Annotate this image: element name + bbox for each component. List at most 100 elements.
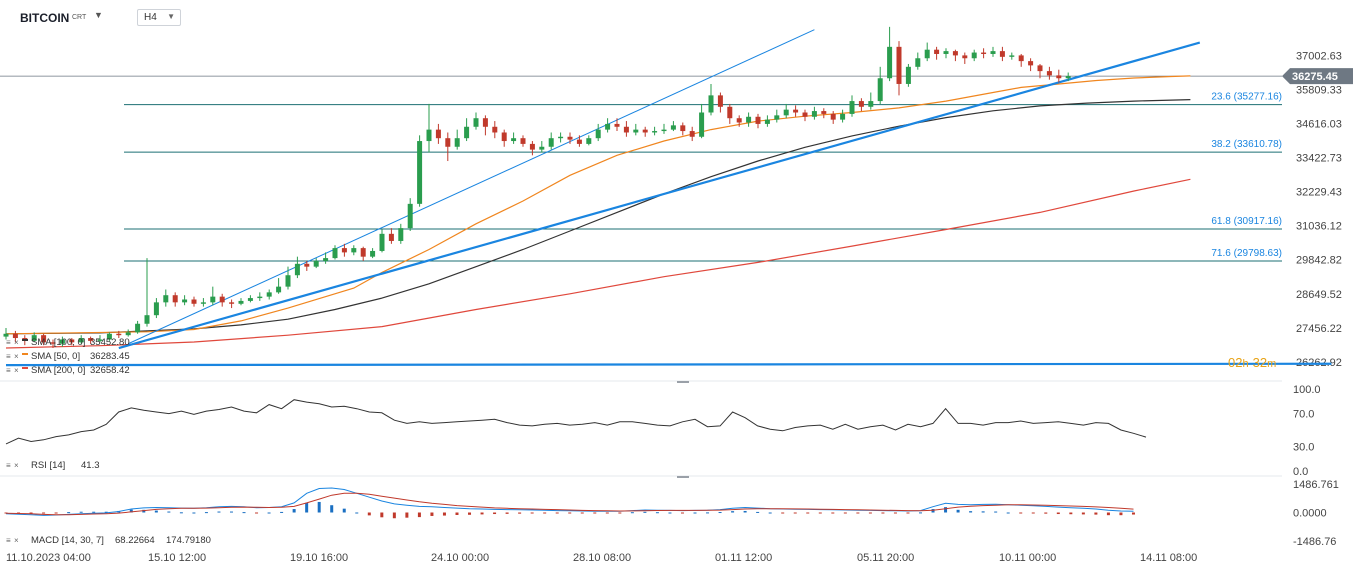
macd-histogram-bar (530, 512, 534, 514)
candle-body (905, 66, 911, 84)
macd-histogram-bar (906, 512, 910, 514)
candle-body (332, 248, 338, 259)
candle-body (360, 248, 366, 257)
candle-body (125, 332, 131, 336)
fib-label: 71.6 (29798.63) (1211, 248, 1282, 259)
candle-body (887, 46, 893, 79)
macd-histogram-bar (242, 512, 246, 514)
candle-body (670, 125, 676, 130)
macd-histogram-bar (593, 512, 597, 514)
macd-histogram-bar (931, 509, 935, 513)
candle-body (294, 263, 300, 276)
legend-swatch (22, 353, 28, 355)
x-axis-tick: 01.11 12:00 (715, 552, 772, 564)
candle-body (708, 95, 714, 113)
macd-histogram-bar (731, 511, 735, 513)
timeframe-value: H4 (144, 12, 157, 23)
fib-label: 61.8 (30917.16) (1211, 216, 1282, 227)
rsi-y-tick: 70.0 (1293, 409, 1314, 421)
candle-body (971, 52, 977, 59)
macd-histogram-bar (1106, 512, 1110, 516)
macd-histogram-bar (630, 512, 634, 514)
macd-histogram-bar (455, 512, 459, 515)
indicator-value: 36283.45 (90, 351, 130, 362)
timeframe-select[interactable]: H4 ▼ (137, 9, 181, 26)
candle-body (999, 51, 1005, 57)
macd-histogram-bar (380, 512, 384, 518)
candle-body (774, 115, 780, 120)
candle-body (191, 299, 197, 304)
candle-body (642, 129, 648, 133)
macd-histogram-bar (919, 512, 923, 514)
price-y-tick: 27456.22 (1296, 323, 1342, 335)
indicator-label: SMA [100, 0] (31, 337, 85, 348)
symbol-name[interactable]: BITCOIN (20, 11, 70, 25)
macd-histogram-bar (655, 512, 659, 514)
candle-body (482, 118, 488, 127)
candle-body (379, 233, 385, 251)
macd-histogram-bar (217, 511, 221, 513)
candle-body (276, 286, 282, 293)
x-axis-tick: 28.10 08:00 (573, 552, 631, 564)
candle-body (59, 339, 65, 344)
candle-body (783, 109, 789, 116)
macd-histogram-bar (142, 509, 146, 513)
indicator-label: SMA [200, 0] (31, 365, 85, 376)
candle-body (454, 138, 460, 147)
candle-body (407, 203, 413, 229)
candle-body (435, 129, 441, 139)
candle-body (811, 111, 817, 117)
close-icon: × (14, 366, 19, 375)
macd-histogram-bar (543, 512, 547, 514)
close-icon: × (14, 536, 19, 545)
candle-body (727, 106, 733, 119)
macd-histogram-bar (442, 512, 446, 516)
macd-histogram-bar (330, 505, 334, 513)
macd-histogram-bar (831, 512, 835, 514)
macd-histogram-bar (605, 512, 609, 514)
candle-body (69, 339, 75, 343)
macd-histogram-bar (518, 512, 522, 514)
macd-histogram-bar (693, 512, 697, 514)
candle-body (614, 123, 620, 127)
macd-histogram-bar (79, 511, 83, 513)
macd-histogram-bar (1131, 512, 1135, 515)
macd-histogram-bar (956, 509, 960, 513)
price-y-tick: 34616.03 (1296, 118, 1342, 130)
macd-histogram-bar (367, 512, 371, 516)
candle-body (238, 300, 244, 304)
chevron-down-icon: ▼ (167, 12, 175, 21)
chevron-down-icon[interactable]: ▼ (94, 10, 103, 20)
candle-body (501, 132, 507, 142)
macd-histogram-bar (1006, 512, 1010, 514)
macd-histogram-bar (192, 512, 196, 514)
rsi-line (5, 399, 1147, 445)
legend-swatch (22, 339, 28, 341)
macd-histogram-bar (229, 511, 233, 513)
price-y-tick: 28649.52 (1296, 289, 1342, 301)
macd-histogram-bar (317, 501, 321, 513)
candle-body (821, 111, 827, 114)
macd-histogram-bar (1031, 512, 1035, 514)
macd-histogram-bar (756, 511, 760, 513)
candle-body (12, 333, 18, 339)
candle-body (868, 101, 874, 107)
candle-body (172, 295, 178, 303)
rsi-value: 41.3 (81, 460, 100, 471)
candle-body (144, 315, 150, 324)
macd-histogram-bar (568, 512, 572, 514)
current-price-label: 36275.45 (1292, 71, 1338, 83)
x-axis-tick: 14.11 08:00 (1140, 552, 1197, 564)
macd-histogram-bar (468, 512, 472, 515)
candle-body (163, 295, 169, 303)
candle-body (464, 126, 470, 139)
indicator-value: 32658.42 (90, 365, 130, 376)
candle-body (539, 146, 545, 150)
candle-body (257, 296, 263, 299)
fib-label: 23.6 (35277.16) (1211, 92, 1282, 103)
macd-histogram-bar (54, 512, 58, 514)
candle-body (1009, 55, 1015, 57)
price-y-tick: 33422.73 (1296, 153, 1342, 165)
macd-histogram-bar (768, 512, 772, 514)
